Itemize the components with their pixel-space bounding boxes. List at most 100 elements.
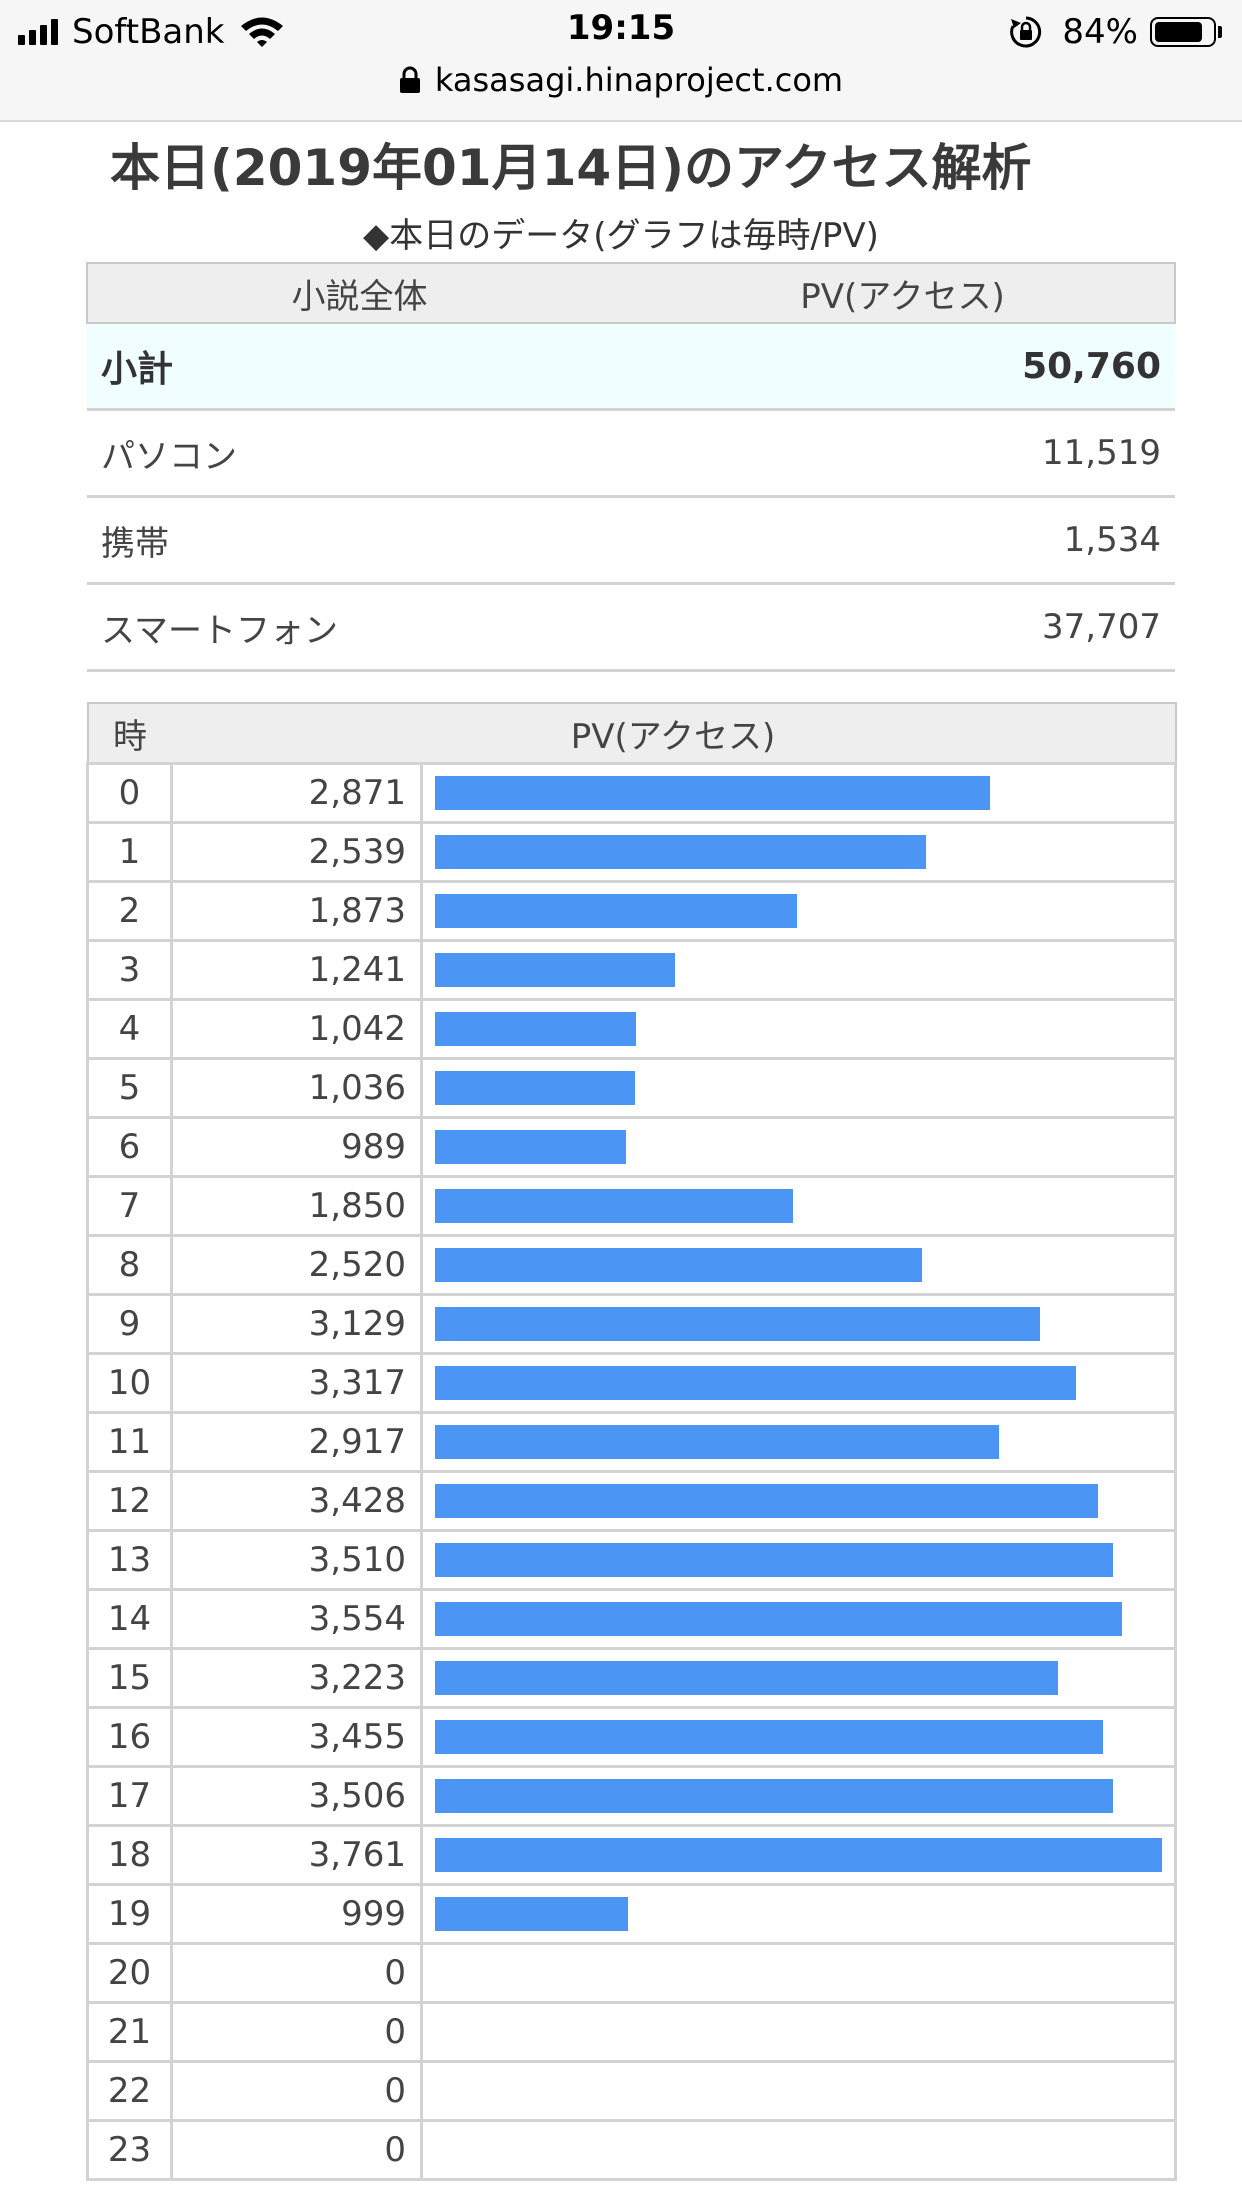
- hourly-pv-cell: 3,129: [170, 1293, 423, 1355]
- hourly-hour-cell: 3: [86, 939, 173, 1001]
- hourly-hour-cell: 6: [86, 1116, 173, 1178]
- hourly-hour-cell: 2: [86, 880, 173, 942]
- address-bar[interactable]: kasasagi.hinaproject.com: [0, 58, 1242, 102]
- summary-row-subtotal: 小計 50,760: [87, 323, 1175, 411]
- hourly-row: 6 989: [86, 1116, 1177, 1178]
- hourly-pv-cell: 0: [170, 2119, 423, 2181]
- hourly-bar-cell: [420, 1765, 1177, 1827]
- pv-bar: [435, 1779, 1113, 1813]
- hourly-bar-cell: [420, 1411, 1177, 1473]
- hourly-row: 0 2,871: [86, 762, 1177, 824]
- hourly-hour-cell: 4: [86, 998, 173, 1060]
- hourly-hour-cell: 1: [86, 821, 173, 883]
- hourly-pv-cell: 3,223: [170, 1647, 423, 1709]
- data-caption: ◆本日のデータ(グラフは毎時/PV): [363, 216, 879, 256]
- hourly-hour-cell: 19: [86, 1883, 173, 1945]
- hourly-table: 時 PV(アクセス) 0 2,871 1 2,539 2 1,873 3 1,241 4 1,04…: [86, 702, 1177, 2181]
- hourly-pv-cell: 1,241: [170, 939, 423, 1001]
- hourly-pv-cell: 2,871: [170, 762, 423, 824]
- hourly-pv-cell: 1,042: [170, 998, 423, 1060]
- hourly-row: 5 1,036: [86, 1057, 1177, 1119]
- status-left: SoftBank: [18, 10, 285, 54]
- padlock-icon: [399, 66, 420, 93]
- hourly-bar-cell: [420, 1352, 1177, 1414]
- url-text: kasasagi.hinaproject.com: [434, 61, 844, 99]
- hourly-hour-cell: 21: [86, 2001, 173, 2063]
- hourly-pv-cell: 0: [170, 2001, 423, 2063]
- pv-bar: [435, 1189, 793, 1223]
- hourly-hour-cell: 11: [86, 1411, 173, 1473]
- pv-bar: [435, 1248, 923, 1282]
- hourly-hour-cell: 5: [86, 1057, 173, 1119]
- summary-row-value: 50,760: [631, 323, 1175, 411]
- summary-row-label: 携帯: [87, 496, 631, 585]
- hourly-pv-cell: 1,873: [170, 880, 423, 942]
- summary-row-value: 1,534: [631, 496, 1175, 585]
- pv-bar: [435, 1661, 1058, 1695]
- hourly-hour-cell: 16: [86, 1706, 173, 1768]
- summary-table: 小説全体 PV(アクセス) 小計 50,760 パソコン 11,519 携帯 1…: [86, 262, 1176, 672]
- hourly-hour-cell: 23: [86, 2119, 173, 2181]
- hourly-pv-cell: 2,917: [170, 1411, 423, 1473]
- battery-percent: 84%: [1062, 12, 1138, 52]
- hourly-pv-cell: 999: [170, 1883, 423, 1945]
- wifi-icon: [240, 17, 283, 47]
- hourly-row: 2 1,873: [86, 880, 1177, 942]
- hourly-bar-cell: [420, 939, 1177, 1001]
- hourly-pv-cell: 3,506: [170, 1765, 423, 1827]
- hourly-header-pv: PV(アクセス): [171, 702, 1177, 765]
- hourly-row: 16 3,455: [86, 1706, 1177, 1768]
- pv-bar: [435, 835, 926, 869]
- hourly-hour-cell: 8: [86, 1234, 173, 1296]
- pv-bar: [435, 1012, 637, 1046]
- hourly-pv-cell: 3,317: [170, 1352, 423, 1414]
- carrier-name: SoftBank: [72, 12, 225, 52]
- hourly-bar-cell: [420, 1824, 1177, 1886]
- hourly-pv-cell: 2,520: [170, 1234, 423, 1296]
- hourly-row: 19 999: [86, 1883, 1177, 1945]
- hourly-hour-cell: 22: [86, 2060, 173, 2122]
- hourly-hour-cell: 15: [86, 1647, 173, 1709]
- hourly-bar-cell: [420, 880, 1177, 942]
- hourly-row: 18 3,761: [86, 1824, 1177, 1886]
- hourly-row: 10 3,317: [86, 1352, 1177, 1414]
- pv-bar: [435, 1130, 627, 1164]
- status-bar: SoftBank 19:15 84% kasasagi.hinaproject.…: [0, 0, 1242, 122]
- hourly-pv-cell: 1,036: [170, 1057, 423, 1119]
- summary-row-pc: パソコン 11,519: [87, 409, 1175, 498]
- hourly-hour-cell: 20: [86, 1942, 173, 2004]
- page-title: 本日(2019年01月14日)のアクセス解析: [110, 139, 1032, 197]
- summary-row-label: スマートフォン: [87, 583, 631, 672]
- summary-row-label: 小計: [87, 323, 631, 411]
- hourly-bar-cell: [420, 762, 1177, 824]
- pv-bar: [435, 1838, 1162, 1872]
- pv-bar: [435, 1897, 629, 1931]
- pv-bar: [435, 1307, 1040, 1341]
- hourly-bar-cell: [420, 998, 1177, 1060]
- hourly-row: 14 3,554: [86, 1588, 1177, 1650]
- summary-header-pv: PV(アクセス): [631, 262, 1176, 324]
- hourly-bar-cell: [420, 1883, 1177, 1945]
- hourly-body: 0 2,871 1 2,539 2 1,873 3 1,241 4 1,042 5 1,036 6 989…: [86, 762, 1177, 2181]
- hourly-bar-cell: [420, 1057, 1177, 1119]
- hourly-row: 4 1,042: [86, 998, 1177, 1060]
- hourly-row: 21 0: [86, 2001, 1177, 2063]
- pv-bar: [435, 1484, 1098, 1518]
- hourly-row: 11 2,917: [86, 1411, 1177, 1473]
- hourly-hour-cell: 9: [86, 1293, 173, 1355]
- hourly-bar-cell: [420, 1529, 1177, 1591]
- hourly-pv-cell: 3,510: [170, 1529, 423, 1591]
- signal-strength-icon: [18, 19, 62, 45]
- hourly-row: 17 3,506: [86, 1765, 1177, 1827]
- hourly-bar-cell: [420, 1234, 1177, 1296]
- hourly-hour-cell: 0: [86, 762, 173, 824]
- summary-header-row: 小説全体 PV(アクセス): [86, 262, 1176, 324]
- hourly-bar-cell: [420, 1293, 1177, 1355]
- battery-tip: [1218, 26, 1222, 38]
- hourly-bar-cell: [420, 1588, 1177, 1650]
- hourly-row: 7 1,850: [86, 1175, 1177, 1237]
- hourly-hour-cell: 17: [86, 1765, 173, 1827]
- pv-bar: [435, 953, 675, 987]
- hourly-hour-cell: 18: [86, 1824, 173, 1886]
- hourly-row: 20 0: [86, 1942, 1177, 2004]
